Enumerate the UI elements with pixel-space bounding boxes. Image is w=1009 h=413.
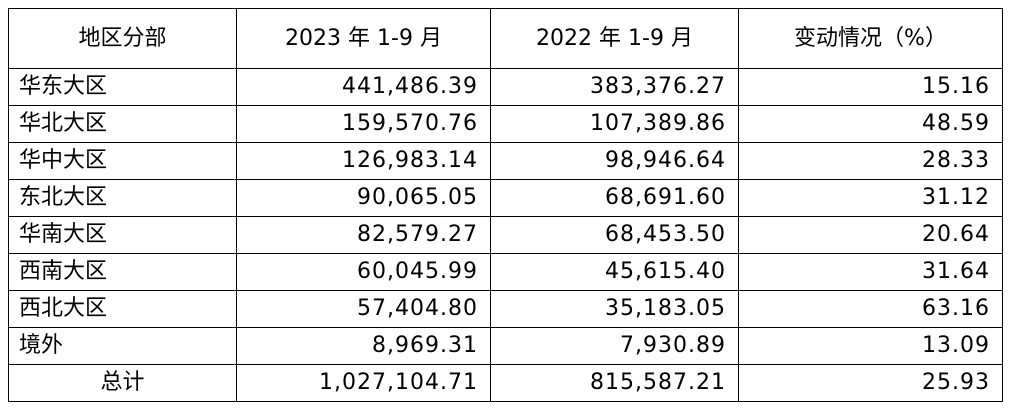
header-change: 变动情况（%） <box>738 8 1003 69</box>
region-cell: 境外 <box>8 327 237 365</box>
change-cell: 28.33 <box>738 142 1003 180</box>
value-2022-cell: 45,615.40 <box>490 253 739 291</box>
table-row: 华东大区 441,486.39 383,376.27 15.16 <box>8 68 1003 106</box>
value-2022-cell: 383,376.27 <box>490 68 739 106</box>
change-cell: 48.59 <box>738 105 1003 143</box>
value-2022-cell: 107,389.86 <box>490 105 739 143</box>
value-2023-cell: 57,404.80 <box>236 290 491 328</box>
change-cell: 15.16 <box>738 68 1003 106</box>
value-2023-cell: 82,579.27 <box>236 216 491 254</box>
value-2023-cell: 441,486.39 <box>236 68 491 106</box>
table-row: 华中大区 126,983.14 98,946.64 28.33 <box>8 142 1003 180</box>
value-2023-cell: 159,570.76 <box>236 105 491 143</box>
total-change-cell: 25.93 <box>738 364 1003 402</box>
region-cell: 华北大区 <box>8 105 237 143</box>
table-row: 西北大区 57,404.80 35,183.05 63.16 <box>8 290 1003 328</box>
table-row: 西南大区 60,045.99 45,615.40 31.64 <box>8 253 1003 291</box>
total-label-cell: 总计 <box>8 364 237 402</box>
header-row: 地区分部 2023 年 1-9 月 2022 年 1-9 月 变动情况（%） <box>8 8 1003 69</box>
change-cell: 20.64 <box>738 216 1003 254</box>
value-2022-cell: 68,453.50 <box>490 216 739 254</box>
table-row: 华南大区 82,579.27 68,453.50 20.64 <box>8 216 1003 254</box>
value-2022-cell: 35,183.05 <box>490 290 739 328</box>
total-2023-cell: 1,027,104.71 <box>236 364 491 402</box>
value-2023-cell: 8,969.31 <box>236 327 491 365</box>
value-2023-cell: 60,045.99 <box>236 253 491 291</box>
value-2022-cell: 68,691.60 <box>490 179 739 217</box>
change-cell: 31.64 <box>738 253 1003 291</box>
total-2022-cell: 815,587.21 <box>490 364 739 402</box>
value-2023-cell: 126,983.14 <box>236 142 491 180</box>
header-2022: 2022 年 1-9 月 <box>490 8 739 69</box>
header-2023: 2023 年 1-9 月 <box>236 8 491 69</box>
table-row: 境外 8,969.31 7,930.89 13.09 <box>8 327 1003 365</box>
value-2022-cell: 7,930.89 <box>490 327 739 365</box>
total-row: 总计 1,027,104.71 815,587.21 25.93 <box>8 364 1003 402</box>
region-cell: 华东大区 <box>8 68 237 106</box>
region-cell: 华南大区 <box>8 216 237 254</box>
region-cell: 华中大区 <box>8 142 237 180</box>
region-cell: 西南大区 <box>8 253 237 291</box>
header-region: 地区分部 <box>8 8 237 69</box>
regional-revenue-table: 地区分部 2023 年 1-9 月 2022 年 1-9 月 变动情况（%） 华… <box>8 8 1003 402</box>
change-cell: 31.12 <box>738 179 1003 217</box>
table-row: 东北大区 90,065.05 68,691.60 31.12 <box>8 179 1003 217</box>
value-2022-cell: 98,946.64 <box>490 142 739 180</box>
value-2023-cell: 90,065.05 <box>236 179 491 217</box>
region-cell: 西北大区 <box>8 290 237 328</box>
table-row: 华北大区 159,570.76 107,389.86 48.59 <box>8 105 1003 143</box>
change-cell: 13.09 <box>738 327 1003 365</box>
region-cell: 东北大区 <box>8 179 237 217</box>
change-cell: 63.16 <box>738 290 1003 328</box>
